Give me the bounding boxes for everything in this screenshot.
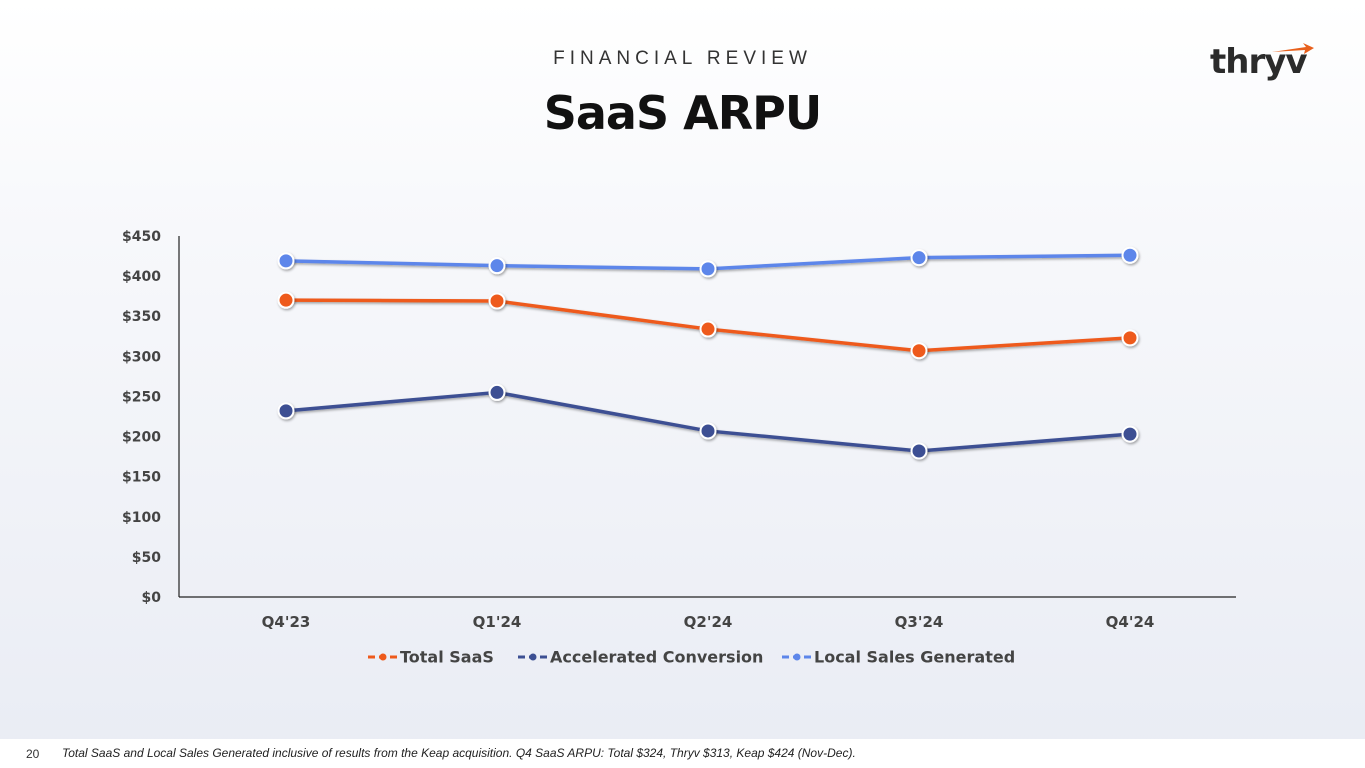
legend-label: Accelerated Conversion xyxy=(550,648,763,667)
footer-bar: 20 Total SaaS and Local Sales Generated … xyxy=(0,739,1365,768)
legend-swatch-dot xyxy=(379,653,387,661)
x-tick-label: Q1'24 xyxy=(473,613,522,631)
series-local-sales-generated xyxy=(277,246,1139,278)
x-tick-label: Q4'24 xyxy=(1106,613,1155,631)
y-tick-label: $50 xyxy=(132,550,161,566)
x-tick-label: Q3'24 xyxy=(895,613,944,631)
data-point xyxy=(910,442,928,460)
data-point xyxy=(1121,329,1139,347)
y-tick-label: $450 xyxy=(122,229,161,245)
series-total-saas xyxy=(277,291,1139,360)
y-tick-label: $200 xyxy=(122,430,161,446)
arpu-line-chart: $0 $50 $100 $150 $200 $250 $300 $350 $400 $450 Q4… xyxy=(122,229,1236,667)
data-point xyxy=(488,383,506,401)
y-tick-label: $250 xyxy=(122,389,161,405)
data-point xyxy=(488,292,506,310)
y-tick-label: $400 xyxy=(122,269,161,285)
logo-arrow-icon xyxy=(1272,43,1314,54)
page-title: SaaS ARPU xyxy=(543,86,822,140)
x-tick-label: Q4'23 xyxy=(262,613,311,631)
legend-label: Local Sales Generated xyxy=(814,648,1015,667)
data-point xyxy=(910,249,928,267)
thryv-logo: thryv xyxy=(1210,40,1322,88)
page-number: 20 xyxy=(26,747,40,761)
data-point xyxy=(277,252,295,270)
chart-legend: Total SaaS Accelerated Conversion Local Sa… xyxy=(368,648,1015,667)
legend-item: Local Sales Generated xyxy=(782,648,1015,667)
data-point xyxy=(699,320,717,338)
section-eyebrow: FINANCIAL REVIEW xyxy=(553,48,812,69)
logo-text: thryv xyxy=(1210,42,1308,82)
y-axis: $0 $50 $100 $150 $200 $250 $300 $350 $400 $450 xyxy=(122,229,180,606)
data-point xyxy=(699,260,717,278)
legend-swatch-dot xyxy=(529,653,537,661)
series-line xyxy=(285,390,1131,453)
data-point xyxy=(1121,246,1139,264)
series-accelerated-conversion xyxy=(277,383,1139,460)
footnote: Total SaaS and Local Sales Generated inc… xyxy=(62,746,856,760)
y-tick-label: $350 xyxy=(122,309,161,325)
data-point xyxy=(699,422,717,440)
legend-item: Accelerated Conversion xyxy=(518,648,763,667)
data-point xyxy=(1121,425,1139,443)
x-tick-label: Q2'24 xyxy=(684,613,733,631)
legend-swatch-dot xyxy=(793,653,801,661)
y-tick-label: $300 xyxy=(122,349,161,365)
y-tick-label: $0 xyxy=(142,590,162,606)
legend-label: Total SaaS xyxy=(400,648,494,667)
y-tick-label: $100 xyxy=(122,510,161,526)
y-tick-label: $150 xyxy=(122,470,161,486)
series-lines xyxy=(277,246,1139,460)
data-point xyxy=(488,257,506,275)
x-axis: Q4'23 Q1'24 Q2'24 Q3'24 Q4'24 xyxy=(179,596,1236,631)
data-point xyxy=(277,291,295,309)
legend-item: Total SaaS xyxy=(368,648,494,667)
data-point xyxy=(910,342,928,360)
data-point xyxy=(277,402,295,420)
